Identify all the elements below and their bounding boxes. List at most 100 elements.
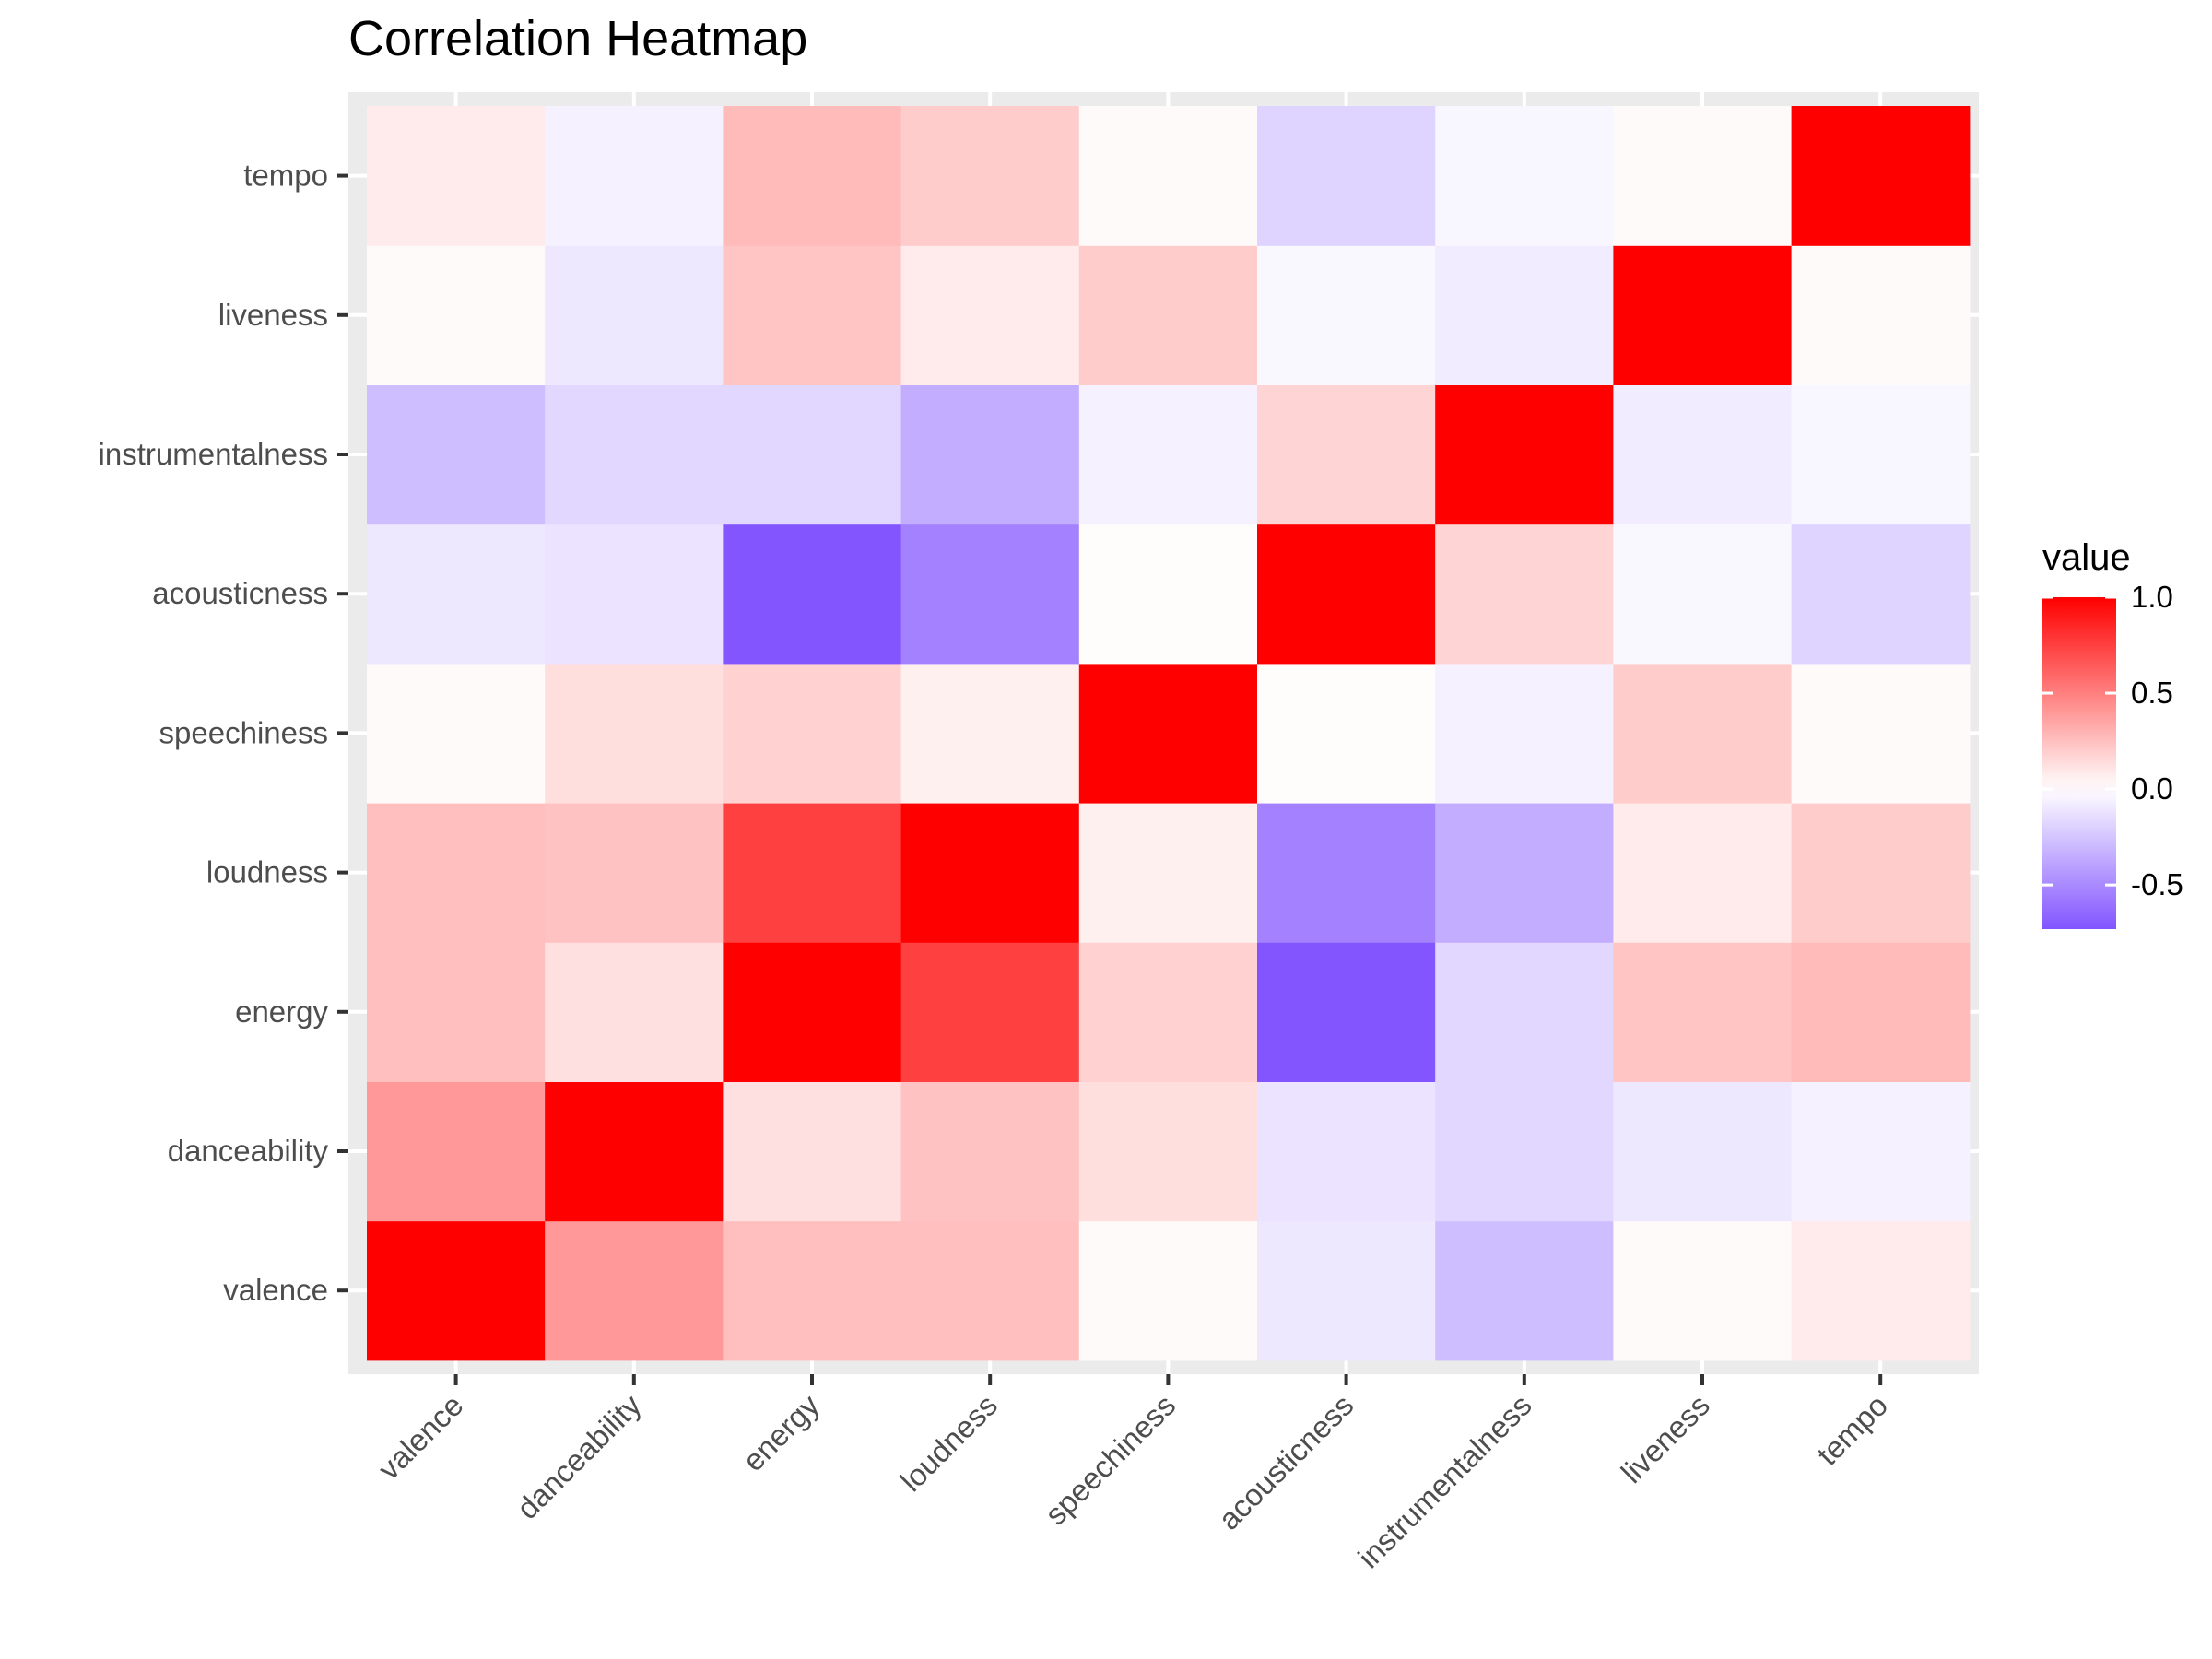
heatmap-cell-danceability-tempo	[545, 106, 724, 246]
heatmap-cell-energy-danceability	[723, 1081, 902, 1222]
x-tick-label-instrumentalness: instrumentalness	[1351, 1388, 1538, 1575]
heatmap-cell-danceability-liveness	[545, 245, 724, 385]
legend-tick-label: -0.5	[2131, 867, 2183, 901]
heatmap-cell-energy-tempo	[723, 106, 902, 246]
heatmap-cell-danceability-speechiness	[545, 663, 724, 804]
heatmap-cell-acousticness-energy	[1257, 942, 1436, 1082]
heatmap-cell-speechiness-acousticness	[1078, 524, 1258, 665]
chart-title: Correlation Heatmap	[348, 11, 807, 66]
heatmap-cell-liveness-energy	[1613, 942, 1793, 1082]
heatmap-cell-energy-loudness	[723, 803, 902, 943]
legend-tick-label: 1.0	[2131, 580, 2173, 614]
x-tick-label-loudness: loudness	[894, 1388, 1005, 1499]
legend-tick-label: 0.5	[2131, 676, 2173, 710]
heatmap-cell-liveness-valence	[1613, 1220, 1793, 1361]
heatmap-cell-speechiness-valence	[1078, 1220, 1258, 1361]
heatmap-cell-valence-instrumentalness	[367, 384, 546, 525]
heatmap-cell-acousticness-speechiness	[1257, 663, 1436, 804]
heatmap-cell-valence-liveness	[367, 245, 546, 385]
heatmap-cell-loudness-speechiness	[900, 663, 1080, 804]
heatmap-cell-valence-acousticness	[367, 524, 546, 665]
heatmap-cell-instrumentalness-valence	[1435, 1220, 1614, 1361]
heatmap-cell-speechiness-tempo	[1078, 106, 1258, 246]
heatmap-cell-instrumentalness-liveness	[1435, 245, 1614, 385]
heatmap-cell-loudness-energy	[900, 942, 1080, 1082]
heatmap-cell-speechiness-instrumentalness	[1078, 384, 1258, 525]
heatmap-cell-liveness-liveness	[1613, 245, 1793, 385]
color-legend: value 1.0 0.5 0.0 -0.5	[2042, 537, 2183, 929]
legend-colorbar	[2042, 597, 2116, 929]
heatmap-cell-speechiness-energy	[1078, 942, 1258, 1082]
heatmap-cell-tempo-danceability	[1791, 1081, 1971, 1222]
heatmap-cells	[367, 106, 1971, 1361]
heatmap-cell-instrumentalness-speechiness	[1435, 663, 1614, 804]
heatmap-cell-tempo-instrumentalness	[1791, 384, 1971, 525]
heatmap-cell-acousticness-loudness	[1257, 803, 1436, 943]
heatmap-cell-acousticness-tempo	[1257, 106, 1436, 246]
heatmap-cell-tempo-acousticness	[1791, 524, 1971, 665]
heatmap-cell-speechiness-loudness	[1078, 803, 1258, 943]
heatmap-cell-acousticness-danceability	[1257, 1081, 1436, 1222]
legend-ticks: 1.0 0.5 0.0 -0.5	[2042, 580, 2183, 901]
heatmap-cell-speechiness-liveness	[1078, 245, 1258, 385]
heatmap-cell-danceability-danceability	[545, 1081, 724, 1222]
y-tick-label-instrumentalness: instrumentalness	[99, 437, 328, 471]
heatmap-cell-acousticness-valence	[1257, 1220, 1436, 1361]
heatmap-cell-energy-instrumentalness	[723, 384, 902, 525]
heatmap-cell-loudness-valence	[900, 1220, 1080, 1361]
heatmap-cell-valence-energy	[367, 942, 546, 1082]
heatmap-cell-liveness-danceability	[1613, 1081, 1793, 1222]
heatmap-cell-instrumentalness-instrumentalness	[1435, 384, 1614, 525]
heatmap-cell-liveness-speechiness	[1613, 663, 1793, 804]
heatmap-cell-danceability-instrumentalness	[545, 384, 724, 525]
heatmap-cell-valence-danceability	[367, 1081, 546, 1222]
heatmap-cell-danceability-acousticness	[545, 524, 724, 665]
heatmap-cell-danceability-valence	[545, 1220, 724, 1361]
x-tick-label-speechiness: speechiness	[1038, 1388, 1182, 1532]
heatmap-cell-loudness-acousticness	[900, 524, 1080, 665]
heatmap-cell-loudness-loudness	[900, 803, 1080, 943]
heatmap-cell-speechiness-danceability	[1078, 1081, 1258, 1222]
heatmap-cell-valence-loudness	[367, 803, 546, 943]
legend-tick-label: 0.0	[2131, 771, 2173, 806]
heatmap-cell-energy-speechiness	[723, 663, 902, 804]
x-tick-label-tempo: tempo	[1810, 1388, 1894, 1472]
heatmap-cell-instrumentalness-loudness	[1435, 803, 1614, 943]
heatmap-cell-instrumentalness-tempo	[1435, 106, 1614, 246]
y-axis: valence danceability energy loudness speechi…	[99, 159, 348, 1307]
heatmap-cell-loudness-danceability	[900, 1081, 1080, 1222]
heatmap-cell-liveness-instrumentalness	[1613, 384, 1793, 525]
y-tick-label-loudness: loudness	[206, 855, 328, 889]
heatmap-cell-acousticness-acousticness	[1257, 524, 1436, 665]
legend-title: value	[2042, 537, 2131, 578]
heatmap-cell-instrumentalness-energy	[1435, 942, 1614, 1082]
heatmap-cell-liveness-loudness	[1613, 803, 1793, 943]
x-tick-label-valence: valence	[371, 1388, 470, 1487]
heatmap-cell-loudness-liveness	[900, 245, 1080, 385]
heatmap-cell-acousticness-instrumentalness	[1257, 384, 1436, 525]
x-tick-label-liveness: liveness	[1614, 1388, 1715, 1489]
heatmap-cell-acousticness-liveness	[1257, 245, 1436, 385]
heatmap-cell-valence-valence	[367, 1220, 546, 1361]
x-tick-label-danceability: danceability	[510, 1387, 648, 1525]
y-tick-label-valence: valence	[223, 1273, 328, 1307]
heatmap-cell-loudness-instrumentalness	[900, 384, 1080, 525]
y-tick-label-danceability: danceability	[168, 1134, 329, 1168]
heatmap-cell-danceability-energy	[545, 942, 724, 1082]
heatmap-cell-instrumentalness-danceability	[1435, 1081, 1614, 1222]
heatmap-cell-loudness-tempo	[900, 106, 1080, 246]
heatmap-cell-tempo-liveness	[1791, 245, 1971, 385]
x-tick-label-acousticness: acousticness	[1211, 1388, 1359, 1536]
heatmap-cell-tempo-tempo	[1791, 106, 1971, 246]
heatmap-cell-valence-tempo	[367, 106, 546, 246]
heatmap-cell-tempo-valence	[1791, 1220, 1971, 1361]
heatmap-cell-valence-speechiness	[367, 663, 546, 804]
heatmap-cell-energy-liveness	[723, 245, 902, 385]
heatmap-cell-speechiness-speechiness	[1078, 663, 1258, 804]
heatmap-cell-liveness-acousticness	[1613, 524, 1793, 665]
y-tick-label-liveness: liveness	[218, 298, 328, 332]
y-tick-label-speechiness: speechiness	[159, 715, 328, 749]
heatmap-cell-tempo-speechiness	[1791, 663, 1971, 804]
y-tick-label-energy: energy	[235, 994, 328, 1029]
